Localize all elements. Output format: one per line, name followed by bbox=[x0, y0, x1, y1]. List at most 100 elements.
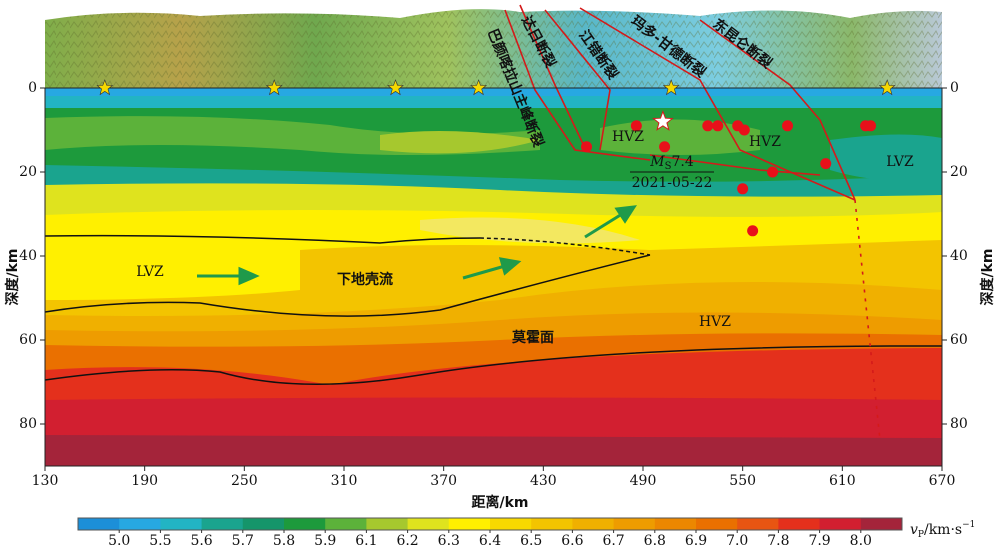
earthquake bbox=[738, 124, 750, 136]
colorbar-unit: vP/km·s−1 bbox=[910, 520, 975, 540]
magnitude-symbol: M bbox=[649, 154, 665, 170]
zone-label: LVZ bbox=[886, 154, 914, 170]
x-axis-title: 距离/km bbox=[471, 494, 528, 511]
velocity-field bbox=[45, 88, 942, 467]
x-tick-label: 190 bbox=[131, 473, 158, 489]
colorbar-swatch bbox=[119, 518, 161, 530]
station bbox=[265, 79, 283, 96]
colorbar-swatch bbox=[78, 518, 120, 530]
plot-frame bbox=[44, 87, 943, 467]
earthquake bbox=[737, 183, 749, 195]
colorbar-swatch bbox=[778, 518, 821, 530]
y-tick-label: 20 bbox=[19, 164, 37, 180]
colorbar-label: 5.8 bbox=[273, 533, 295, 549]
zone-label: HVZ bbox=[699, 314, 731, 330]
mainshock bbox=[652, 110, 674, 131]
faults bbox=[504, 4, 881, 441]
colorbar-swatch bbox=[860, 518, 903, 530]
colorbar-swatch bbox=[284, 518, 326, 530]
station bbox=[878, 79, 896, 96]
colorbar-label: 6.9 bbox=[685, 533, 707, 549]
y-axis-title-right: 深度/km bbox=[979, 248, 996, 305]
colorbar-swatch bbox=[737, 518, 779, 530]
moho-label: 莫霍面 bbox=[511, 329, 554, 346]
y-tick-label-right: 40 bbox=[950, 248, 968, 264]
x-tick-label: 310 bbox=[331, 473, 358, 489]
colorbar-label: 6.8 bbox=[644, 533, 666, 549]
earthquake bbox=[581, 141, 593, 153]
flow-label: 下地壳流 bbox=[337, 271, 393, 288]
magnitude-value: 7.4 bbox=[671, 154, 693, 170]
earthquake bbox=[659, 141, 671, 153]
interfaces bbox=[44, 234, 943, 386]
zone-label: LVZ bbox=[136, 264, 164, 280]
y-axis-title: 深度/km bbox=[4, 248, 21, 305]
earthquake bbox=[820, 158, 832, 170]
y-tick-label: 80 bbox=[19, 416, 37, 432]
x-tick-label: 130 bbox=[32, 473, 59, 489]
colorbar-label: 6.5 bbox=[520, 533, 542, 549]
colorbar-label: 6.4 bbox=[479, 533, 501, 549]
colorbar-label: 6.1 bbox=[355, 533, 377, 549]
colorbar-label: 6.6 bbox=[561, 533, 583, 549]
unit-subscript: P bbox=[918, 530, 924, 540]
y-tick-label-right: 20 bbox=[950, 164, 968, 180]
earthquake bbox=[782, 120, 794, 132]
colorbar-swatch bbox=[531, 518, 573, 530]
colorbar-swatch bbox=[201, 518, 244, 530]
magnitude-subscript: S bbox=[665, 161, 672, 172]
colorbar-swatch bbox=[490, 518, 532, 530]
unit-exponent: −1 bbox=[962, 520, 975, 530]
x-tick-label: 370 bbox=[430, 473, 457, 489]
colorbar-swatch bbox=[654, 518, 697, 530]
earthquake bbox=[865, 120, 877, 132]
y-tick-label-right: 60 bbox=[950, 332, 968, 348]
x-tick-label: 670 bbox=[929, 473, 956, 489]
colorbar-swatch bbox=[613, 518, 656, 530]
colorbar-swatch bbox=[325, 518, 367, 530]
colorbar-label: 5.0 bbox=[108, 533, 130, 549]
colorbar-label: 5.5 bbox=[149, 533, 171, 549]
colorbar-swatch bbox=[160, 518, 203, 530]
unit-text: /km·s bbox=[924, 522, 962, 538]
earthquake bbox=[767, 166, 779, 178]
y-tick-label: 40 bbox=[19, 248, 37, 264]
colorbar-swatch bbox=[448, 518, 491, 530]
topography bbox=[45, 9, 942, 88]
colorbar-swatch bbox=[572, 518, 615, 530]
colorbar-label: 7.8 bbox=[767, 533, 789, 549]
earthquake bbox=[630, 120, 642, 132]
colorbar-label: 6.7 bbox=[602, 533, 624, 549]
station bbox=[387, 79, 404, 96]
earthquake bbox=[702, 120, 714, 132]
y-tick-label-right: 80 bbox=[950, 416, 968, 432]
x-tick-label: 490 bbox=[630, 473, 657, 489]
date-label: 2021-05-22 bbox=[632, 175, 713, 191]
station bbox=[96, 79, 114, 96]
y-tick-label: 0 bbox=[28, 80, 37, 96]
colorbar-label: 7.0 bbox=[726, 533, 748, 549]
station bbox=[662, 79, 680, 96]
colorbar-label: 6.3 bbox=[438, 533, 460, 549]
flow-arrows bbox=[197, 205, 637, 286]
colorbar-swatch bbox=[366, 518, 409, 530]
unit-symbol: v bbox=[910, 522, 918, 538]
earthquake bbox=[712, 120, 724, 132]
colorbar-label: 5.7 bbox=[232, 533, 254, 549]
x-tick-label: 550 bbox=[729, 473, 756, 489]
y-tick-label: 60 bbox=[19, 332, 37, 348]
colorbar-label: 5.9 bbox=[314, 533, 336, 549]
station bbox=[470, 79, 488, 96]
x-tick-label: 250 bbox=[231, 473, 258, 489]
x-tick-label: 430 bbox=[530, 473, 557, 489]
colorbar-swatch bbox=[407, 518, 450, 530]
colorbar-label: 7.9 bbox=[808, 533, 830, 549]
magnitude-label: MS7.4 bbox=[649, 154, 694, 172]
colorbar-swatch bbox=[819, 518, 862, 530]
colorbar-swatch bbox=[696, 518, 738, 530]
y-tick-label-right: 0 bbox=[950, 80, 959, 96]
earthquake bbox=[747, 225, 759, 237]
colorbar-label: 8.0 bbox=[850, 533, 872, 549]
colorbar-swatch bbox=[242, 518, 285, 530]
